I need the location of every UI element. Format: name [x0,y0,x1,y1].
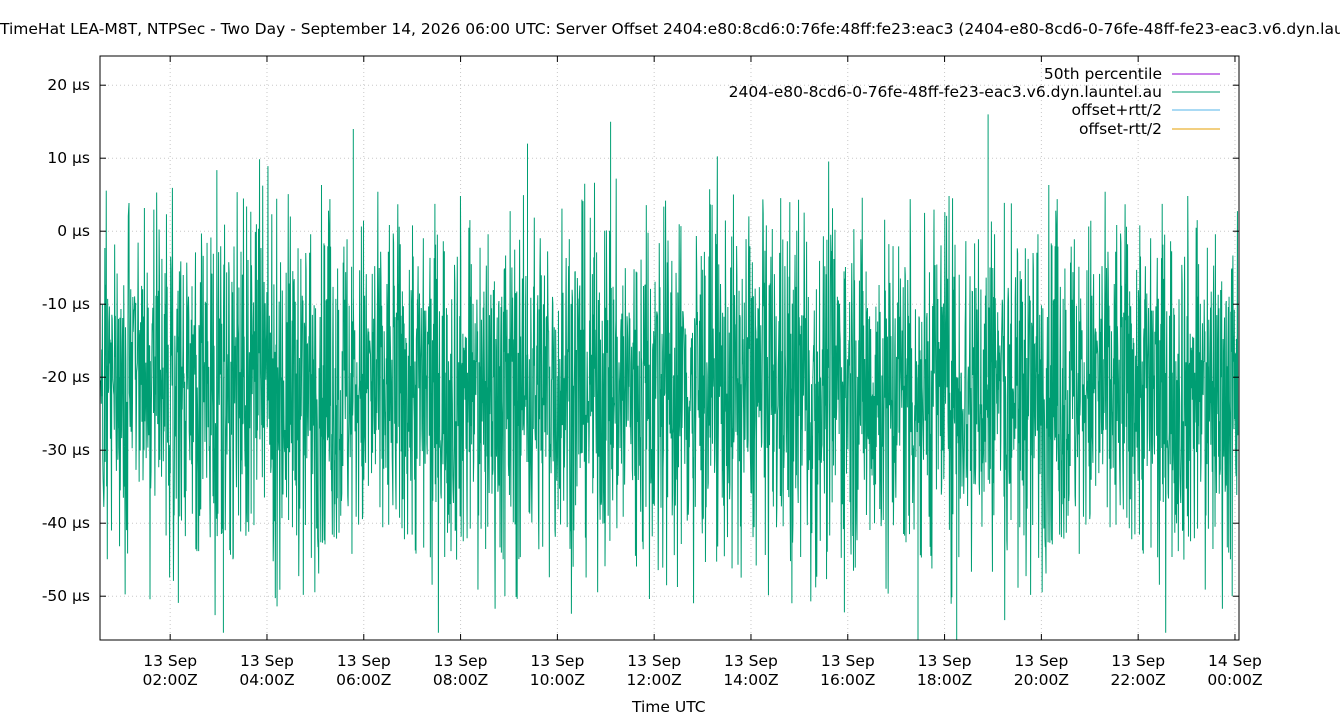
x-tick-label-time: 20:00Z [1014,671,1069,689]
y-tick-label: 10 µs [47,149,90,167]
x-tick-label-time: 22:00Z [1111,671,1166,689]
x-tick-label-time: 16:00Z [820,671,875,689]
offset-series-line [100,114,1239,640]
legend: 50th percentile2404-e80-8cd6-0-76fe-48ff… [729,65,1220,138]
axis-ticks: 20 µs 10 µs 0 µs -10 µs -20 µs -30 µs -40 µs -5… [42,56,1263,689]
x-tick-label-time: 10:00Z [530,671,585,689]
x-tick-label-date: 13 Sep [240,652,294,670]
y-tick-label: 0 µs [57,222,90,240]
plot-frame [99,55,1240,641]
offset-series [100,114,1239,640]
legend-label: offset-rtt/2 [1079,120,1162,138]
x-tick-label-time: 18:00Z [917,671,972,689]
y-tick-label: -10 µs [42,295,90,313]
y-tick-label: -50 µs [42,587,90,605]
x-tick-label-date: 13 Sep [724,652,778,670]
x-tick-label-date: 13 Sep [627,652,681,670]
x-tick-label-date: 13 Sep [434,652,488,670]
x-tick-label-time: 12:00Z [627,671,682,689]
x-tick-label-date: 13 Sep [918,652,972,670]
x-tick-label-time: 04:00Z [239,671,294,689]
y-tick-label: 20 µs [47,76,90,94]
legend-label: 2404-e80-8cd6-0-76fe-48ff-fe23-eac3.v6.d… [729,83,1162,101]
x-tick-label-date: 13 Sep [143,652,197,670]
x-tick-label-time: 14:00Z [723,671,778,689]
x-tick-label-time: 02:00Z [143,671,198,689]
y-tick-label: -40 µs [42,514,90,532]
x-tick-label-date: 13 Sep [1014,652,1068,670]
legend-label: 50th percentile [1044,65,1162,83]
x-tick-label-time: 00:00Z [1207,671,1262,689]
x-axis-label: Time UTC [632,698,706,716]
chart-title: TimeHat LEA-M8T, NTPSec - Two Day - Sept… [0,20,1340,38]
x-tick-label-time: 06:00Z [336,671,391,689]
x-tick-label-date: 13 Sep [821,652,875,670]
x-tick-label-date: 13 Sep [1111,652,1165,670]
y-tick-label: -20 µs [42,368,90,386]
x-tick-label-time: 08:00Z [433,671,488,689]
x-tick-label-date: 13 Sep [530,652,584,670]
y-tick-label: -30 µs [42,441,90,459]
x-tick-label-date: 14 Sep [1208,652,1262,670]
x-tick-label-date: 13 Sep [337,652,391,670]
legend-label: offset+rtt/2 [1072,101,1162,119]
